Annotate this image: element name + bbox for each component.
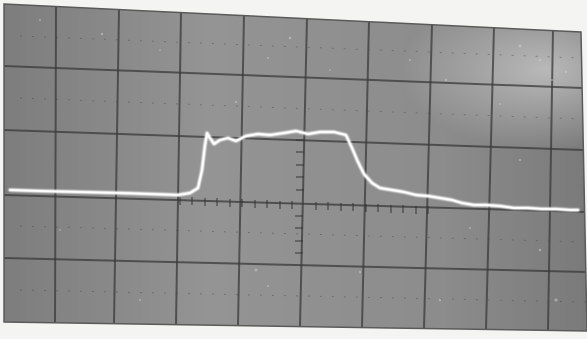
noise-speckles (39, 19, 568, 302)
waveform-trace-core (9, 130, 579, 211)
photo-edge (3, 3, 587, 332)
center-axis-ticks (179, 139, 429, 254)
graticule-horizontal (3, 65, 587, 273)
screen-glare (4, 4, 587, 331)
